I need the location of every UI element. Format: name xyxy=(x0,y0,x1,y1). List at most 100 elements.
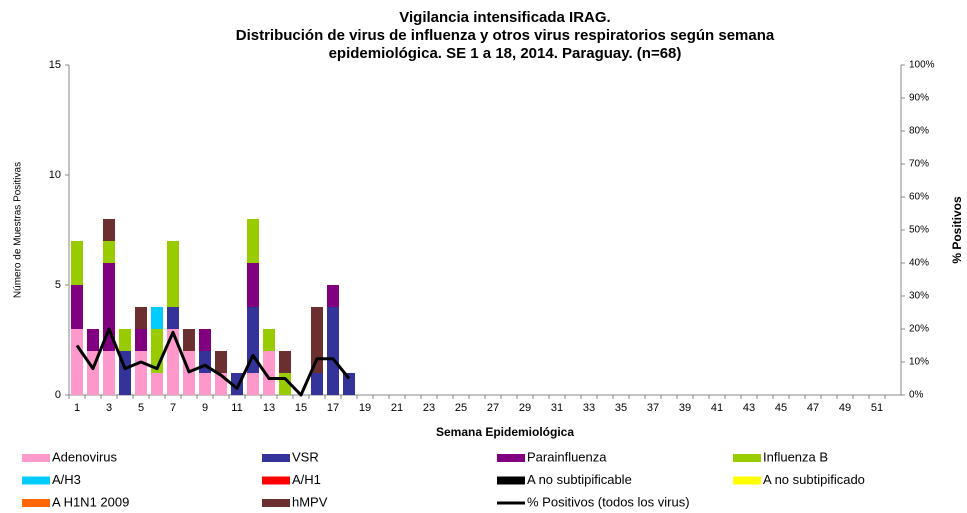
x-tick-label: 17 xyxy=(327,402,339,414)
bar-segment xyxy=(151,307,163,329)
y-tick-label: 0 xyxy=(55,389,61,401)
x-tick-label: 7 xyxy=(170,402,176,414)
y2-tick-label: 100% xyxy=(909,60,935,71)
x-tick-label: 33 xyxy=(583,402,595,414)
bar-segment xyxy=(167,241,179,307)
x-tick-label: 11 xyxy=(231,402,242,414)
y2-axis-title: % Positivos xyxy=(950,196,964,264)
bar-segment xyxy=(167,307,179,329)
bar-segment xyxy=(263,351,275,395)
x-tick-label: 21 xyxy=(391,402,403,414)
bar-segment xyxy=(311,373,323,395)
legend-swatch xyxy=(497,476,525,485)
legend-swatch xyxy=(733,476,761,485)
bar-segment xyxy=(183,329,195,351)
bar-segment xyxy=(263,329,275,351)
bar-segment xyxy=(87,329,99,351)
legend-swatch xyxy=(262,499,290,507)
y2-tick-label: 60% xyxy=(909,192,929,203)
bar-segment xyxy=(103,351,115,395)
legend-swatch xyxy=(262,476,290,485)
y2-tick-label: 90% xyxy=(909,93,929,104)
x-tick-label: 45 xyxy=(775,402,787,414)
legend-label: A/H3 xyxy=(52,472,81,487)
chart-title: Distribución de virus de influenza y otr… xyxy=(236,27,775,44)
bar-segment xyxy=(71,329,83,395)
legend-swatch xyxy=(22,454,50,462)
legend-swatch xyxy=(733,454,761,462)
bar-segment xyxy=(247,219,259,263)
x-tick-label: 27 xyxy=(487,402,499,414)
bar-segment xyxy=(135,307,147,329)
bar-segment xyxy=(327,285,339,307)
bar-segment xyxy=(215,351,227,373)
legend-label: Influenza B xyxy=(763,449,828,464)
legend-label: Parainfluenza xyxy=(527,449,607,464)
y2-tick-label: 40% xyxy=(909,258,929,269)
bar-segment xyxy=(103,219,115,241)
x-tick-label: 13 xyxy=(263,402,275,414)
x-tick-label: 5 xyxy=(138,402,144,414)
legend-label: % Positivos (todos los virus) xyxy=(527,494,690,509)
legend-swatch xyxy=(22,476,50,485)
legend-label: A no subtipificado xyxy=(763,472,865,487)
x-tick-label: 23 xyxy=(423,402,435,414)
bar-segment xyxy=(151,373,163,395)
y-tick-label: 10 xyxy=(49,169,61,181)
bar-segment xyxy=(279,351,291,373)
y-axis-title: Número de Muestras Positivas xyxy=(13,162,24,298)
y-tick-label: 15 xyxy=(49,59,61,71)
bar-segment xyxy=(311,307,323,373)
legend-swatch xyxy=(497,454,525,462)
y2-tick-label: 10% xyxy=(909,357,929,368)
legend-label: VSR xyxy=(292,449,319,464)
bar-segment xyxy=(135,329,147,351)
x-tick-label: 47 xyxy=(807,402,819,414)
bar-segment xyxy=(199,373,211,395)
x-tick-label: 25 xyxy=(455,402,467,414)
bar-segment xyxy=(247,263,259,307)
y2-tick-label: 30% xyxy=(909,291,929,302)
chart-title: Vigilancia intensificada IRAG. xyxy=(399,9,610,26)
legend-label: A H1N1 2009 xyxy=(52,494,129,509)
line-series xyxy=(75,327,351,397)
x-tick-label: 43 xyxy=(743,402,755,414)
x-tick-label: 31 xyxy=(551,402,563,414)
bar-segment xyxy=(231,373,243,395)
legend-swatch xyxy=(22,499,50,507)
y2-tick-label: 0% xyxy=(909,390,924,401)
bar-segment xyxy=(71,285,83,329)
x-tick-label: 15 xyxy=(295,402,307,414)
bar-segment xyxy=(343,373,355,395)
x-tick-label: 37 xyxy=(647,402,659,414)
legend-swatch xyxy=(262,454,290,462)
x-tick-label: 35 xyxy=(615,402,627,414)
chart-title: epidemiológica. SE 1 a 18, 2014. Paragua… xyxy=(329,45,682,62)
bar-segment xyxy=(167,329,179,395)
x-tick-label: 39 xyxy=(679,402,691,414)
x-axis-title: Semana Epidemiológica xyxy=(436,425,574,439)
y2-tick-label: 70% xyxy=(909,159,929,170)
bar-segment xyxy=(103,263,115,351)
y-tick-label: 5 xyxy=(55,279,61,291)
x-tick-label: 1 xyxy=(74,402,80,414)
legend-label: A no subtipificable xyxy=(527,472,632,487)
bar-segment xyxy=(247,373,259,395)
bar-segment xyxy=(103,241,115,263)
x-tick-label: 41 xyxy=(711,402,723,414)
bar-segment xyxy=(119,329,131,351)
legend-label: hMPV xyxy=(292,494,328,509)
bar-segment xyxy=(199,329,211,351)
x-tick-label: 51 xyxy=(871,402,883,414)
bar-segment xyxy=(199,351,211,373)
x-tick-label: 49 xyxy=(839,402,851,414)
legend-label: A/H1 xyxy=(292,472,321,487)
bar-segment xyxy=(135,351,147,395)
y2-tick-label: 20% xyxy=(909,324,929,335)
y2-tick-label: 80% xyxy=(909,126,929,137)
x-tick-label: 9 xyxy=(202,402,208,414)
x-tick-label: 19 xyxy=(359,402,371,414)
bar-segment xyxy=(327,307,339,395)
